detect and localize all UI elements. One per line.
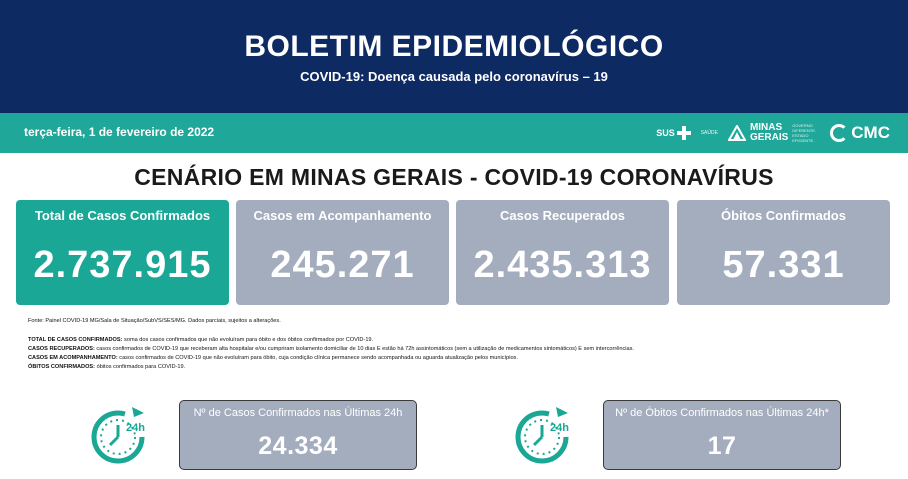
- card-monitoring: Casos em Acompanhamento 245.271: [236, 200, 449, 305]
- card-deaths: Óbitos Confirmados 57.331: [677, 200, 890, 305]
- notes-block: Fonte: Painel COVID-19 MG/Sala de Situaç…: [28, 317, 888, 372]
- definition-item: CASOS EM ACOMPANHAMENTO: casos confirmad…: [28, 354, 888, 363]
- definition-term: CASOS EM ACOMPANHAMENTO:: [28, 355, 118, 361]
- card-value: 57.331: [722, 244, 845, 286]
- bulletin-subtitle: COVID-19: Doença causada pelo coronavíru…: [300, 69, 608, 84]
- clock-24h-icon: 24h: [515, 407, 569, 464]
- definition-term: CASOS RECUPERADOS:: [28, 346, 95, 352]
- card-label: Total de Casos Confirmados: [34, 208, 211, 223]
- card-label: Óbitos Confirmados: [721, 208, 846, 223]
- card-value: 2.435.313: [473, 244, 652, 286]
- section-title: CENÁRIO EM MINAS GERAIS - COVID-19 CORON…: [134, 164, 774, 190]
- definition-term: ÓBITOS CONFIRMADOS:: [28, 364, 96, 370]
- mini-card-label: Nº de Casos Confirmados nas Últimas 24h: [193, 407, 403, 419]
- mg-slogan: GOVERNO DIFERENTE. ESTADO EFICIENTE.: [792, 123, 817, 143]
- minas-text: MINAS: [749, 122, 783, 133]
- card-total-confirmed: Total de Casos Confirmados 2.737.915: [16, 200, 229, 305]
- mini-card-value: 24.334: [258, 432, 338, 460]
- definition-item: TOTAL DE CASOS CONFIRMADOS: soma dos cas…: [28, 336, 888, 345]
- definition-term: TOTAL DE CASOS CONFIRMADOS:: [28, 337, 123, 343]
- definition-text: casos confirmados de COVID-19 que recebe…: [94, 346, 634, 352]
- definition-item: ÓBITOS CONFIRMADOS: óbitos confirmados p…: [28, 363, 888, 372]
- minas-gerais-logo: MINAS GERAIS GOVERNO DIFERENTE. ESTADO E…: [727, 122, 820, 143]
- date-bar: terça-feira, 1 de fevereiro de 2022 SUS …: [0, 113, 908, 153]
- sus-logo-text: SUS: [656, 128, 675, 138]
- cross-icon: [676, 126, 691, 140]
- mini-card-value: 17: [707, 432, 737, 460]
- sus-logo: SUS: [656, 126, 691, 140]
- definition-text: soma dos casos confirmados que não evolu…: [122, 337, 374, 343]
- header-banner: BOLETIM EPIDEMIOLÓGICO COVID-19: Doença …: [0, 0, 908, 113]
- definition-text: óbitos confirmados para COVID-19.: [95, 364, 186, 370]
- cmc-logo: CMC: [830, 123, 890, 143]
- card-label: Casos em Acompanhamento: [253, 208, 432, 223]
- card-value: 245.271: [270, 244, 415, 286]
- gerais-text: GERAIS: [749, 132, 789, 143]
- source-note: Fonte: Painel COVID-19 MG/Sala de Situaç…: [28, 318, 281, 324]
- card-deaths-24h: Nº de Óbitos Confirmados nas Últimas 24h…: [603, 400, 841, 470]
- cmc-text: CMC: [851, 123, 890, 142]
- card-value: 2.737.915: [33, 244, 212, 286]
- logos-group: SUS SAÚDE MINAS GERAIS GOVERNO DIFERENTE…: [656, 121, 890, 145]
- mini-card-label: Nº de Óbitos Confirmados nas Últimas 24h…: [615, 407, 829, 419]
- bulletin-title: BOLETIM EPIDEMIOLÓGICO: [244, 30, 664, 63]
- definition-text: casos confirmados de COVID-19 que não ev…: [117, 355, 518, 361]
- clock-label: 24h: [126, 422, 145, 434]
- clock-24h-icon: 24h: [91, 407, 145, 464]
- saude-label: SAÚDE: [700, 130, 718, 136]
- card-recovered: Casos Recuperados 2.435.313: [456, 200, 669, 305]
- card-cases-24h: Nº de Casos Confirmados nas Últimas 24h …: [179, 400, 417, 470]
- card-label: Casos Recuperados: [500, 208, 625, 223]
- cmc-ring-icon: [830, 124, 849, 142]
- clock-label: 24h: [550, 422, 569, 434]
- mountain-icon: [727, 125, 746, 141]
- bulletin-date: terça-feira, 1 de fevereiro de 2022: [24, 125, 215, 139]
- definition-item: CASOS RECUPERADOS: casos confirmados de …: [28, 345, 888, 354]
